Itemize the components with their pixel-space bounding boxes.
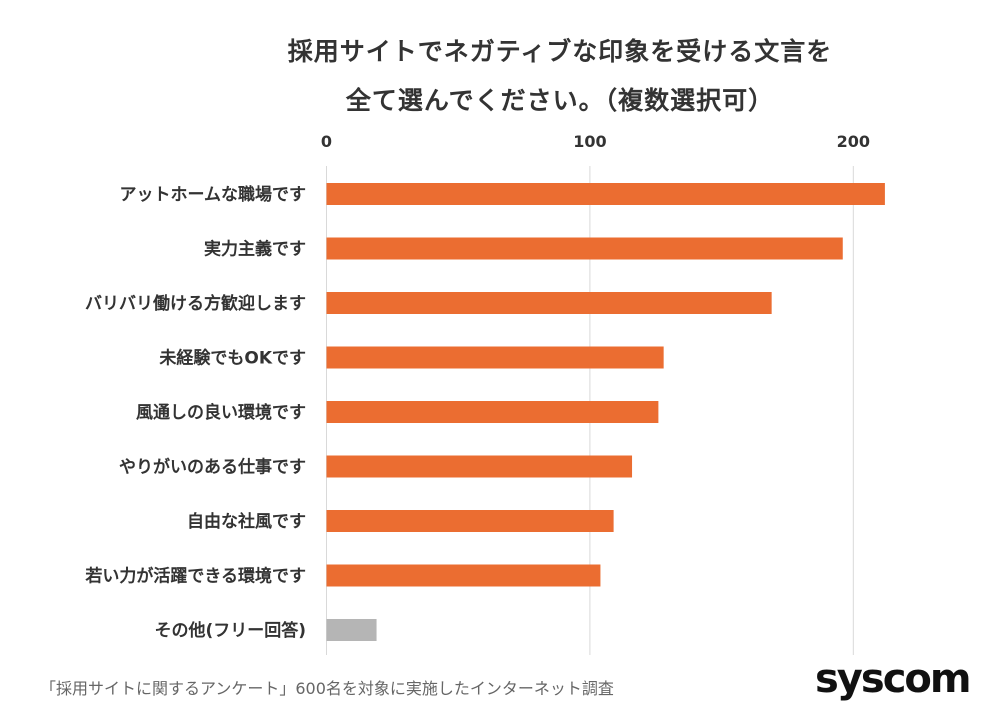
- category-label: 実力主義です: [204, 239, 306, 260]
- x-tick-label: 0: [321, 132, 332, 151]
- bar: [326, 401, 659, 423]
- bar: [326, 292, 772, 314]
- chart-title-line-2: 全て選んでください。（複数選択可）: [345, 86, 775, 115]
- bar: [326, 455, 633, 478]
- chart-title-line-1: 採用サイトでネガティブな印象を受ける文言を: [287, 37, 833, 66]
- footer-note: 「採用サイトに関するアンケート」600名を対象に実施したインターネット調査: [40, 679, 614, 698]
- category-label: バリバリ働ける方歓迎します: [85, 293, 306, 314]
- bar: [326, 564, 601, 587]
- category-label: アットホームな職場です: [120, 184, 307, 205]
- category-label: 自由な社風です: [187, 511, 306, 532]
- category-label: やりがいのある仕事です: [119, 457, 306, 478]
- bar: [326, 237, 843, 260]
- bar: [326, 183, 885, 205]
- bar: [326, 510, 614, 532]
- bar: [326, 346, 664, 369]
- category-label: 若い力が活躍できる環境です: [84, 566, 306, 587]
- x-tick-label: 200: [837, 132, 870, 151]
- category-label: 未経験でもOKです: [158, 348, 306, 369]
- category-label: 風通しの良い環境です: [136, 402, 306, 423]
- x-tick-label: 100: [573, 132, 606, 151]
- category-label: その他(フリー回答): [154, 620, 306, 641]
- bar: [326, 619, 377, 641]
- syscom-logo: syscom: [815, 656, 972, 702]
